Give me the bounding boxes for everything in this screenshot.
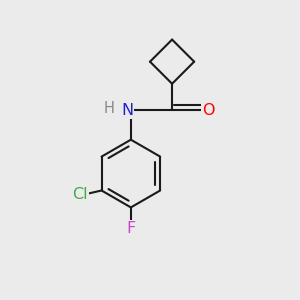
- Text: H: H: [103, 101, 114, 116]
- Text: Cl: Cl: [73, 188, 88, 202]
- Text: O: O: [202, 103, 214, 118]
- Text: F: F: [126, 220, 136, 236]
- Text: N: N: [121, 103, 133, 118]
